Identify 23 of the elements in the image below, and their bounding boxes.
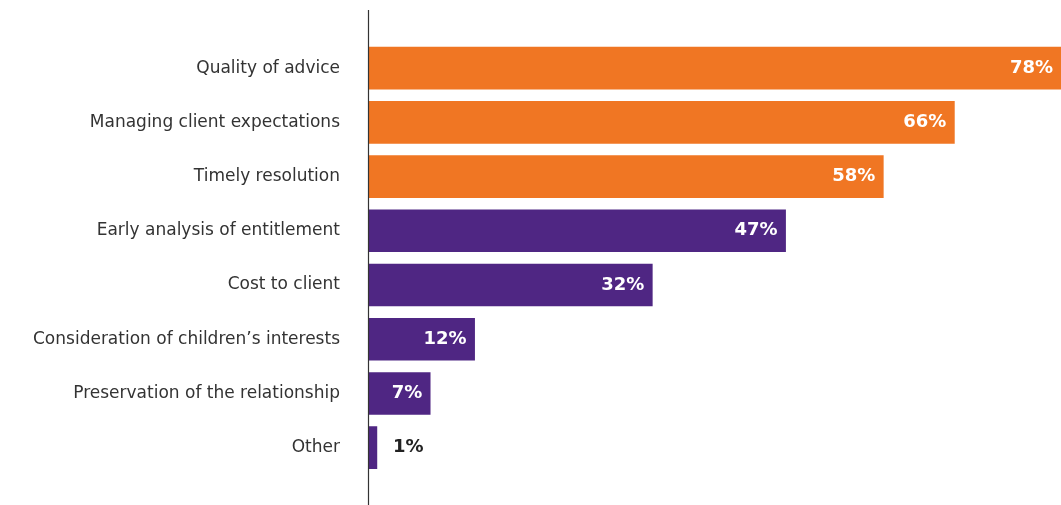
bar (368, 101, 955, 144)
bar (368, 372, 431, 415)
data-label: 78% (1009, 55, 1053, 77)
y-tick-label: Cost to client (227, 273, 341, 294)
y-tick-label: Timely resolution (192, 164, 340, 185)
y-tick-label: Early analysis of entitlement (96, 219, 341, 240)
data-label: 58% (832, 164, 876, 186)
y-tick-label: Managing client expectations (89, 110, 341, 131)
y-tick-label: Consideration of children’s interests (33, 327, 341, 348)
y-tick-label: Quality of advice (196, 56, 340, 77)
bar (368, 317, 475, 361)
data-label: 47% (734, 218, 778, 240)
y-tick-label: Preservation of the relationship (73, 381, 340, 402)
data-label: 12% (423, 326, 467, 348)
data-label: 66% (903, 110, 947, 132)
data-label: 32% (601, 272, 645, 294)
bar (368, 46, 1061, 90)
bar (368, 209, 786, 253)
bar (368, 263, 653, 307)
bar (368, 155, 884, 198)
data-label: 1% (392, 435, 424, 457)
data-label: 7% (391, 381, 423, 403)
y-tick-label: Other (291, 436, 340, 457)
